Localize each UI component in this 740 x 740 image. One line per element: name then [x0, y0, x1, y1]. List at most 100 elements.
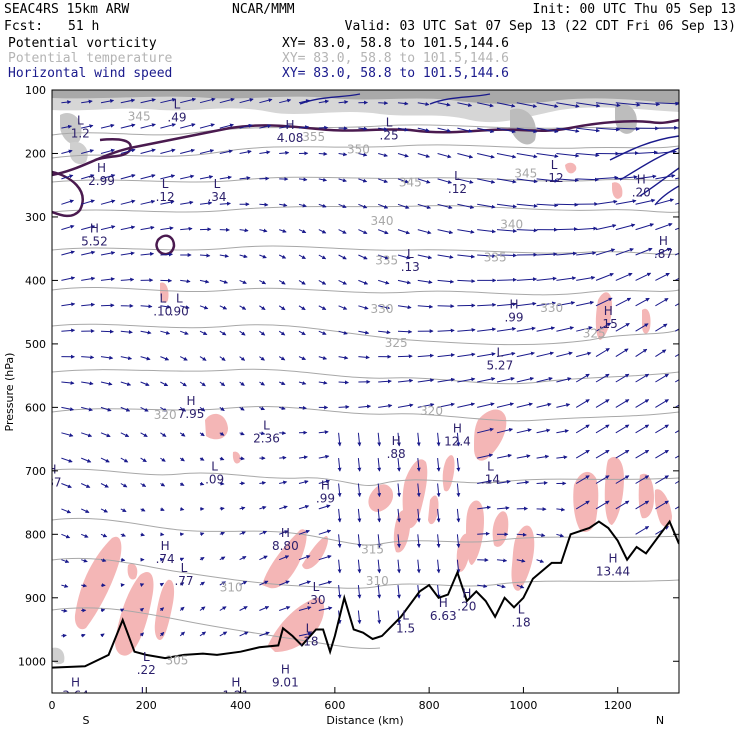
wind-vector: [477, 153, 495, 159]
pv-extrema-value: .20: [632, 186, 651, 200]
theta-label: 330: [540, 301, 563, 315]
wind-vector: [160, 406, 168, 412]
pv-extrema-letter: H: [281, 663, 290, 677]
wind-vector: [61, 380, 75, 385]
wind-vector: [635, 500, 650, 510]
wind-vector: [576, 351, 592, 358]
wind-vector: [239, 406, 245, 411]
wind-vector: [120, 356, 133, 361]
wind-vector: [377, 432, 382, 447]
wind-vector: [496, 277, 517, 282]
pv-extrema-value: .74: [156, 552, 175, 566]
wind-vector: [140, 174, 156, 180]
wind-vector: [635, 399, 650, 408]
wind-vector: [337, 559, 342, 574]
wind-vector: [655, 149, 677, 154]
wind-vector: [615, 175, 638, 180]
pv-extrema-value: .90: [170, 304, 189, 318]
wind-vector: [100, 381, 113, 386]
wind-vector: [278, 356, 286, 361]
wind-vector: [456, 483, 461, 498]
wind-vector: [496, 127, 516, 134]
x-tick-label: 0: [49, 699, 56, 712]
wind-vector: [378, 379, 392, 384]
wind-vector: [655, 349, 667, 358]
wind-vector: [655, 500, 669, 510]
wind-vector: [536, 376, 553, 383]
pv-extrema-value: 4.08: [277, 131, 304, 145]
pv-extrema-letter: H: [608, 552, 617, 566]
wind-vector: [477, 178, 496, 184]
wind-vector: [575, 449, 590, 459]
wind-vector: [199, 97, 216, 104]
wind-vector: [575, 399, 590, 408]
pv-extrema-value: .99: [504, 311, 523, 325]
pv-extrema-letter: L: [551, 158, 558, 172]
theta-label: 355: [302, 130, 325, 144]
wind-vector: [575, 424, 590, 434]
wind-vector: [635, 198, 656, 205]
wind-vector: [120, 98, 136, 104]
wind-vector: [278, 305, 286, 311]
wind-vector: [396, 508, 401, 523]
wind-vector: [436, 483, 441, 498]
field-xy-wind: XY= 83.0, 58.8 to 101.5,144.6: [282, 66, 509, 81]
wind-vector: [199, 253, 211, 258]
wind-vector: [576, 127, 601, 133]
theta-label: 305: [165, 653, 188, 667]
wind-vector: [358, 305, 369, 310]
wind-vector: [378, 101, 389, 106]
pv-extrema-value: .87: [42, 476, 61, 490]
y-tick-label: 900: [25, 592, 46, 605]
org-title: NCAR/MMM: [232, 2, 295, 17]
wind-vector: [61, 559, 70, 564]
wind-vector: [595, 475, 610, 484]
wind-vector: [81, 250, 96, 256]
wind-vector: [397, 127, 409, 132]
wind-vector: [635, 424, 650, 434]
pv-extrema-letter: L: [162, 177, 169, 191]
wind-vector: [298, 356, 307, 360]
wind-vector: [279, 150, 290, 155]
pv-extrema-letter: H: [637, 173, 646, 187]
wind-vector: [120, 330, 133, 335]
wind-vector: [160, 457, 166, 462]
wind-vector: [219, 556, 226, 561]
wind-vector: [61, 533, 71, 539]
wind-vector: [140, 148, 156, 154]
wind-vector: [456, 432, 461, 447]
wind-vector: [100, 508, 108, 513]
wind-vector: [397, 354, 413, 359]
wind-vector: [140, 330, 152, 335]
wind-vector: [180, 226, 193, 231]
wind-vector: [378, 229, 389, 235]
wind-vector: [160, 381, 169, 387]
wind-vector: [318, 177, 328, 182]
theta-label: 345: [128, 109, 151, 123]
wind-vector: [516, 153, 538, 159]
pv-extrema-letter: L: [313, 580, 320, 594]
wind-vector: [318, 151, 328, 156]
wind-vector: [338, 100, 349, 105]
wind-vector: [674, 429, 679, 434]
wind-vector: [219, 431, 225, 436]
pv-extrema-letter: L: [497, 345, 504, 359]
wind-vector: [199, 330, 208, 336]
wind-vector: [457, 377, 476, 383]
wind-vector: [378, 403, 393, 408]
wind-vector: [496, 506, 510, 511]
wind-vector: [239, 356, 246, 361]
pv-extrema-value: .18: [299, 634, 318, 648]
wind-vector: [615, 126, 640, 131]
wind-vector: [298, 381, 307, 385]
wind-vector: [298, 305, 306, 311]
theta-label: 330: [371, 302, 394, 316]
wind-vector: [536, 178, 559, 183]
wind-vector: [61, 224, 75, 231]
wind-vector: [259, 330, 266, 336]
wind-vector: [120, 483, 128, 488]
wind-vector: [477, 505, 492, 510]
pv-extrema-value: .20: [457, 599, 476, 613]
wind-vector: [100, 432, 111, 438]
wind-vector: [477, 427, 494, 434]
